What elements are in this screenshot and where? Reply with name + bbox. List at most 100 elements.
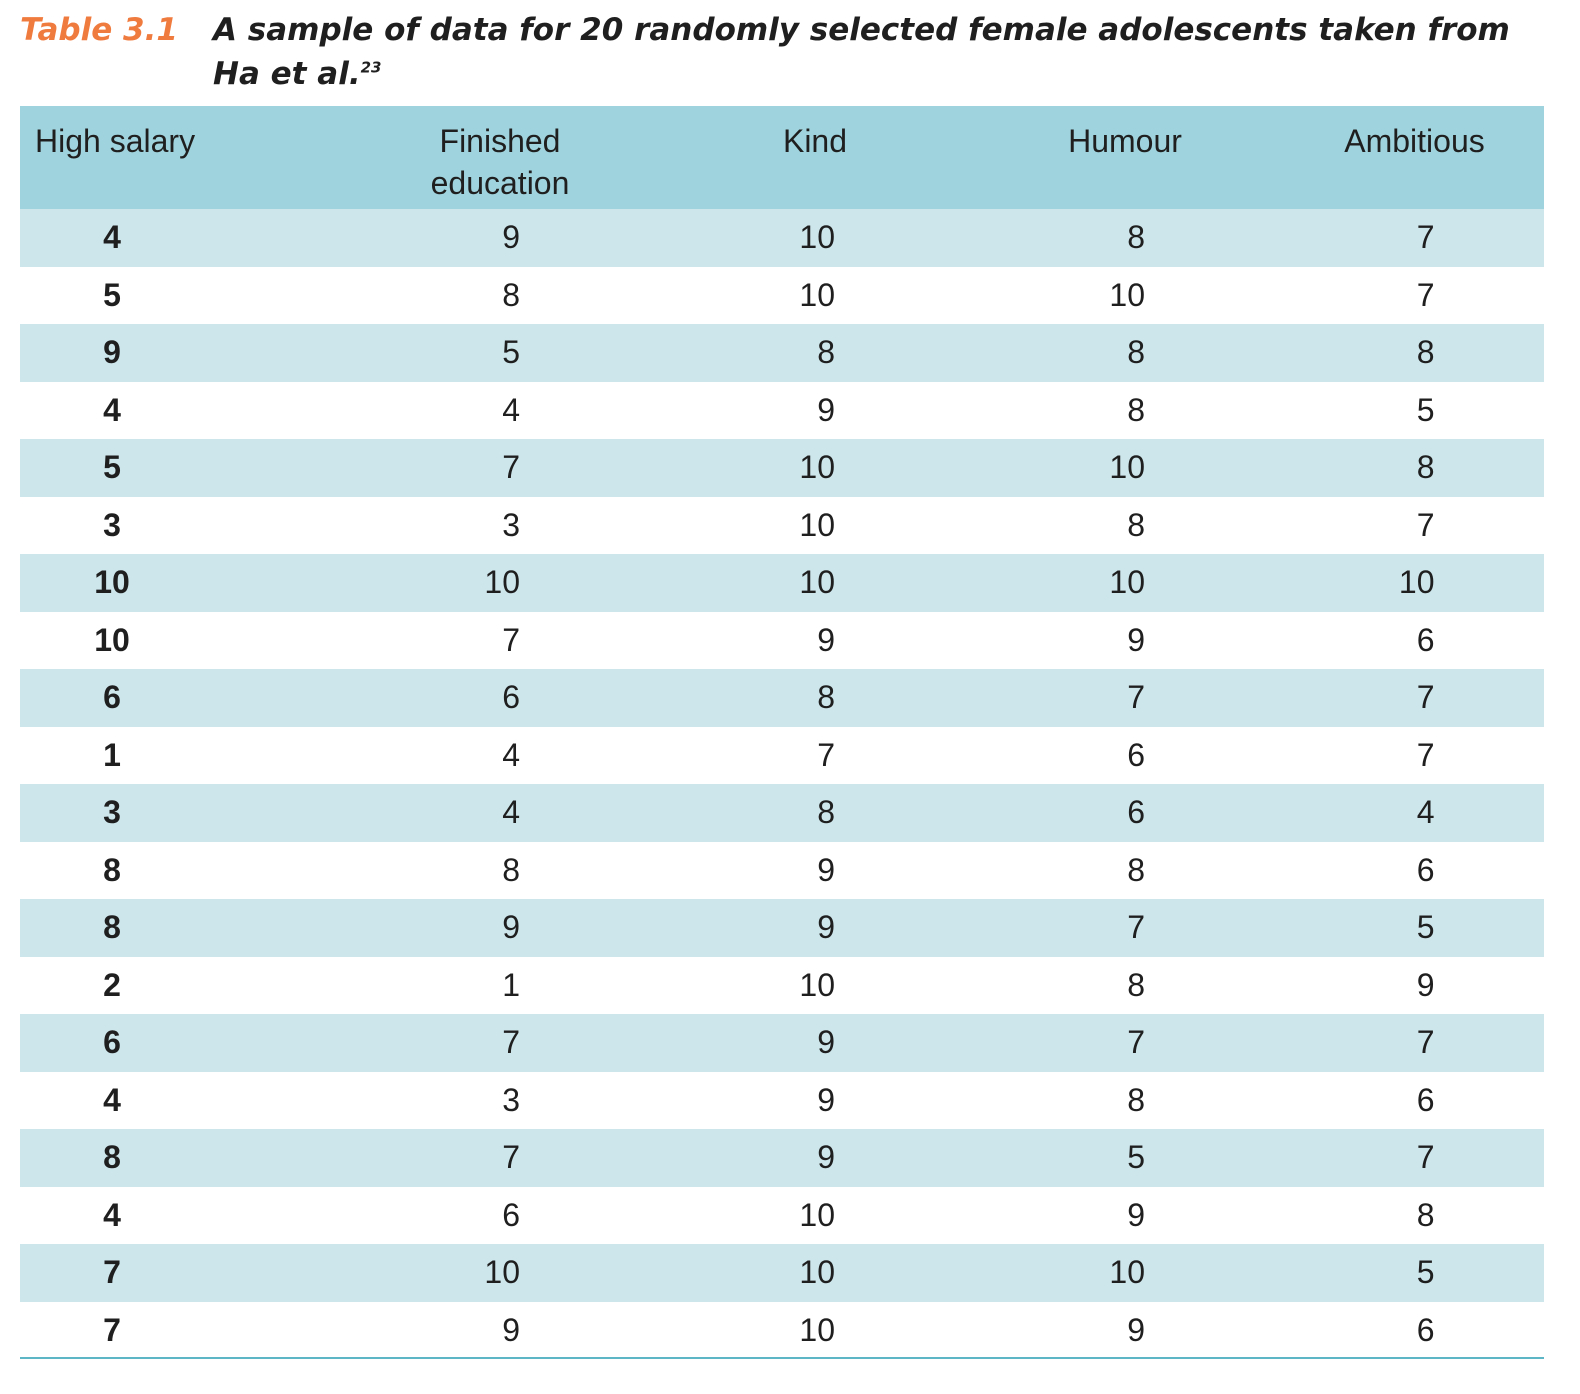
cell-ambitious: 6 bbox=[1285, 1071, 1544, 1129]
cell-value: 9 bbox=[817, 1081, 835, 1118]
cell-value: 8 bbox=[817, 794, 835, 831]
table-row: 7 10 10 10 5 bbox=[20, 1244, 1544, 1302]
cell-kind: 10 bbox=[665, 554, 965, 612]
cell-high-salary: 8 bbox=[20, 841, 335, 899]
cell-high-salary: 8 bbox=[20, 1129, 335, 1187]
cell-finished-education: 9 bbox=[335, 899, 665, 957]
cell-finished-education: 10 bbox=[335, 554, 665, 612]
cell-value: 7 bbox=[1127, 679, 1145, 716]
cell-value: 10 bbox=[484, 564, 520, 601]
cell-value: 9 bbox=[1127, 1311, 1145, 1348]
cell-value: 6 bbox=[1127, 794, 1145, 831]
cell-ambitious: 7 bbox=[1285, 669, 1544, 727]
cell-value: 9 bbox=[1416, 966, 1435, 1003]
cell-high-salary: 4 bbox=[20, 209, 335, 267]
cell-humour: 8 bbox=[965, 209, 1285, 267]
cell-value: 10 bbox=[799, 1196, 835, 1233]
cell-kind: 10 bbox=[665, 956, 965, 1014]
cell-value: 8 bbox=[502, 851, 520, 888]
cell-high-salary: 8 bbox=[20, 899, 335, 957]
table-row: 8 7 9 5 7 bbox=[20, 1129, 1544, 1187]
cell-value: 5 bbox=[1416, 1254, 1435, 1291]
cell-value: 8 bbox=[1127, 391, 1145, 428]
cell-humour: 10 bbox=[965, 439, 1285, 497]
cell-value: 10 bbox=[1109, 1254, 1145, 1291]
cell-kind: 10 bbox=[665, 1244, 965, 1302]
cell-kind: 9 bbox=[665, 1071, 965, 1129]
cell-ambitious: 6 bbox=[1285, 841, 1544, 899]
caption-text: A sample of data for 20 randomly selecte… bbox=[213, 12, 1510, 48]
cell-kind: 10 bbox=[665, 1186, 965, 1244]
cell-humour: 5 bbox=[965, 1129, 1285, 1187]
cell-ambitious: 8 bbox=[1285, 324, 1544, 382]
cell-high-salary: 4 bbox=[20, 1071, 335, 1129]
cell-kind: 7 bbox=[665, 726, 965, 784]
cell-value: 8 bbox=[1416, 1196, 1435, 1233]
cell-value: 6 bbox=[103, 679, 121, 716]
cell-kind: 8 bbox=[665, 324, 965, 382]
cell-value: 9 bbox=[1127, 621, 1145, 658]
cell-ambitious: 7 bbox=[1285, 209, 1544, 267]
table-row: 4 6 10 9 8 bbox=[20, 1186, 1544, 1244]
cell-value: 8 bbox=[1127, 966, 1145, 1003]
cell-kind: 9 bbox=[665, 611, 965, 669]
table-row: 4 9 10 8 7 bbox=[20, 209, 1544, 267]
table-body: 4 9 10 8 7 5 8 10 10 7 9 5 8 8 8 4 4 9 8 5 5 7 10 10 8 3 3 10 8 7 10 10… bbox=[20, 209, 1544, 1359]
cell-finished-education: 8 bbox=[335, 841, 665, 899]
cell-value: 9 bbox=[817, 851, 835, 888]
cell-value: 4 bbox=[103, 1196, 121, 1233]
cell-humour: 7 bbox=[965, 899, 1285, 957]
cell-value: 10 bbox=[484, 1254, 520, 1291]
cell-value: 5 bbox=[1127, 1139, 1145, 1176]
table-row: 5 7 10 10 8 bbox=[20, 439, 1544, 497]
cell-kind: 10 bbox=[665, 209, 965, 267]
cell-finished-education: 5 bbox=[335, 324, 665, 382]
cell-value: 10 bbox=[799, 506, 835, 543]
cell-ambitious: 5 bbox=[1285, 899, 1544, 957]
cell-value: 3 bbox=[502, 506, 520, 543]
cell-value: 9 bbox=[1127, 1196, 1145, 1233]
table-row: 4 3 9 8 6 bbox=[20, 1071, 1544, 1129]
cell-humour: 8 bbox=[965, 1071, 1285, 1129]
cell-high-salary: 1 bbox=[20, 726, 335, 784]
cell-high-salary: 2 bbox=[20, 956, 335, 1014]
cell-ambitious: 8 bbox=[1285, 1186, 1544, 1244]
table-row: 7 9 10 9 6 bbox=[20, 1301, 1544, 1359]
cell-value: 7 bbox=[1416, 679, 1435, 716]
cell-high-salary: 6 bbox=[20, 1014, 335, 1072]
cell-value: 5 bbox=[1416, 909, 1435, 946]
cell-finished-education: 4 bbox=[335, 726, 665, 784]
cell-ambitious: 7 bbox=[1285, 496, 1544, 554]
cell-kind: 8 bbox=[665, 669, 965, 727]
cell-ambitious: 9 bbox=[1285, 956, 1544, 1014]
cell-value: 5 bbox=[103, 276, 121, 313]
cell-kind: 8 bbox=[665, 784, 965, 842]
table-row: 8 9 9 7 5 bbox=[20, 899, 1544, 957]
cell-value: 6 bbox=[502, 679, 520, 716]
cell-value: 1 bbox=[502, 966, 520, 1003]
cell-ambitious: 4 bbox=[1285, 784, 1544, 842]
cell-value: 8 bbox=[1127, 506, 1145, 543]
data-table: High salary Finished education Kind Humou… bbox=[20, 106, 1544, 1359]
cell-finished-education: 7 bbox=[335, 439, 665, 497]
cell-value: 10 bbox=[799, 1254, 835, 1291]
cell-value: 6 bbox=[103, 1024, 121, 1061]
table-row: 9 5 8 8 8 bbox=[20, 324, 1544, 382]
cell-humour: 10 bbox=[965, 1244, 1285, 1302]
cell-humour: 10 bbox=[965, 554, 1285, 612]
cell-high-salary: 4 bbox=[20, 1186, 335, 1244]
cell-ambitious: 10 bbox=[1285, 554, 1544, 612]
cell-value: 10 bbox=[94, 564, 130, 601]
table-caption: Table 3.1 A sample of data for 20 randoml… bbox=[20, 8, 1560, 96]
cell-value: 3 bbox=[103, 506, 121, 543]
cell-finished-education: 3 bbox=[335, 496, 665, 554]
cell-value: 8 bbox=[103, 1139, 121, 1176]
cell-value: 6 bbox=[1416, 1081, 1435, 1118]
cell-humour: 8 bbox=[965, 324, 1285, 382]
table-row: 10 10 10 10 10 bbox=[20, 554, 1544, 612]
cell-value: 9 bbox=[103, 334, 121, 371]
cell-value: 10 bbox=[1109, 564, 1145, 601]
cell-value: 6 bbox=[1416, 851, 1435, 888]
cell-ambitious: 7 bbox=[1285, 726, 1544, 784]
caption-reference-superscript: 23 bbox=[360, 58, 382, 77]
